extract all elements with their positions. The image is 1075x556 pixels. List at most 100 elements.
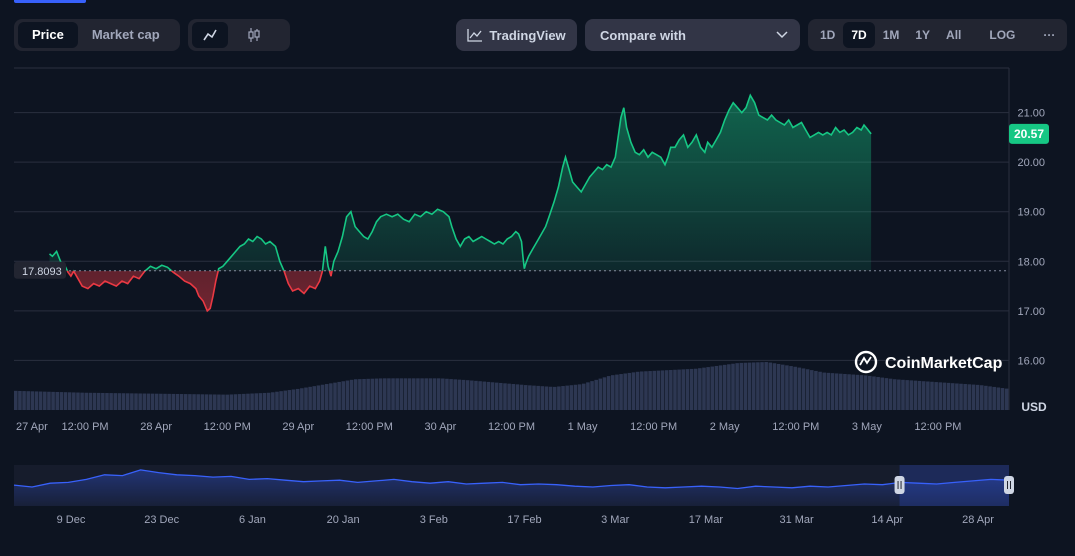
volume-bar bbox=[640, 371, 644, 410]
range-7d[interactable]: 7D bbox=[843, 22, 875, 48]
compare-with-select[interactable]: Compare with bbox=[585, 19, 800, 51]
volume-bar bbox=[959, 383, 963, 410]
time-range-switch: 1D 7D 1M 1Y All LOG ··· bbox=[808, 19, 1067, 51]
volume-bar bbox=[59, 392, 64, 410]
volume-bar bbox=[569, 385, 574, 410]
price-tab[interactable]: Price bbox=[18, 22, 78, 48]
volume-bar bbox=[320, 384, 325, 410]
volume-bar bbox=[834, 373, 839, 410]
overview-x-label: 28 Apr bbox=[962, 514, 994, 526]
volume-bar bbox=[424, 378, 428, 410]
volume-bar bbox=[963, 384, 967, 410]
range-all[interactable]: All bbox=[946, 28, 962, 42]
volume-bar bbox=[706, 367, 710, 410]
volume-bar bbox=[275, 391, 279, 410]
overview-x-label: 14 Apr bbox=[871, 514, 903, 526]
volume-bar bbox=[171, 393, 176, 410]
x-tick-label: 3 May bbox=[852, 421, 882, 433]
x-tick-label: 30 Apr bbox=[425, 421, 457, 433]
volume-bar bbox=[353, 379, 358, 410]
volume-bar bbox=[528, 385, 532, 410]
volume-bar bbox=[590, 381, 594, 410]
volume-bar bbox=[287, 390, 292, 410]
overview-navigator[interactable]: 9 Dec 23 Dec 6 Jan 20 Jan 3 Feb 17 Feb 3 Mar 17… bbox=[13, 465, 1014, 526]
volume-bar bbox=[258, 393, 263, 410]
y-axis: 16.00 17.00 18.00 19.00 20.00 21.00 bbox=[1017, 108, 1045, 368]
volume-bar bbox=[872, 376, 876, 410]
price-line-up bbox=[48, 93, 872, 271]
volume-bar bbox=[308, 386, 312, 410]
volume-bar bbox=[63, 392, 68, 410]
volume-bar bbox=[548, 386, 553, 410]
volume-bar bbox=[221, 394, 225, 410]
log-scale-toggle[interactable]: LOG bbox=[989, 28, 1016, 42]
line-chart-button[interactable] bbox=[192, 22, 228, 48]
volume-bar bbox=[971, 384, 976, 410]
volume-bar bbox=[125, 393, 130, 410]
volume-bar bbox=[901, 379, 905, 410]
volume-bar bbox=[349, 379, 354, 410]
x-axis: 27 Apr 12:00 PM 28 Apr 12:00 PM 29 Apr 12:00 … bbox=[16, 421, 961, 433]
volume-bar bbox=[192, 394, 196, 410]
volume-bar bbox=[96, 392, 101, 410]
volume-bar bbox=[217, 394, 221, 410]
volume-bar bbox=[540, 386, 545, 410]
volume-bar bbox=[544, 386, 549, 410]
volume-bar bbox=[150, 393, 155, 410]
volume-bar bbox=[345, 380, 350, 410]
overview-line bbox=[13, 469, 1010, 490]
volume-bar bbox=[780, 364, 785, 410]
price-area-down bbox=[67, 270, 333, 311]
volume-bar bbox=[905, 380, 909, 410]
x-tick-label: 29 Apr bbox=[282, 421, 314, 433]
volume-bar bbox=[623, 373, 627, 410]
volume-bar bbox=[855, 374, 860, 410]
tradingview-button[interactable]: TradingView bbox=[456, 19, 577, 51]
volume-bar bbox=[474, 380, 478, 410]
volume-bar bbox=[246, 393, 250, 410]
volume-bar bbox=[984, 385, 988, 410]
volume-bar bbox=[130, 393, 134, 410]
volume-bar bbox=[316, 385, 321, 410]
x-tick-label: 1 May bbox=[568, 421, 598, 433]
volume-bar bbox=[822, 372, 826, 410]
overview-brush[interactable] bbox=[894, 465, 1014, 506]
volume-bar bbox=[718, 365, 723, 410]
range-1y[interactable]: 1Y bbox=[915, 28, 931, 42]
volume-bar bbox=[818, 371, 822, 410]
candlestick-button[interactable] bbox=[236, 22, 272, 48]
volume-bar bbox=[669, 369, 673, 410]
market-cap-tab[interactable]: Market cap bbox=[91, 27, 160, 42]
volume-bar bbox=[681, 369, 686, 410]
watermark-text: CoinMarketCap bbox=[885, 355, 1003, 372]
volume-bar bbox=[619, 374, 623, 410]
y-axis-unit: USD bbox=[1021, 400, 1047, 414]
x-tick-label: 27 Apr bbox=[16, 421, 48, 433]
volume-bar bbox=[648, 371, 652, 410]
volume-bar bbox=[814, 370, 818, 410]
range-1d[interactable]: 1D bbox=[820, 28, 836, 42]
volume-bar bbox=[967, 384, 972, 410]
volume-bar bbox=[441, 378, 445, 410]
y-tick-label: 17.00 bbox=[1017, 306, 1045, 318]
volume-bar bbox=[312, 386, 317, 410]
overview-x-label: 17 Feb bbox=[507, 514, 541, 526]
range-1m[interactable]: 1M bbox=[882, 28, 900, 42]
volume-bar bbox=[395, 378, 399, 410]
volume-bar bbox=[785, 365, 789, 410]
volume-bar bbox=[420, 378, 424, 410]
volume-bar bbox=[876, 377, 880, 410]
volume-bar bbox=[764, 362, 768, 410]
volume-bar bbox=[760, 362, 764, 410]
brush-handle-right[interactable] bbox=[1004, 476, 1014, 494]
volume-bar bbox=[225, 394, 229, 410]
volume-bar bbox=[482, 381, 487, 410]
volume-bar bbox=[868, 375, 872, 410]
brush-handle-left[interactable] bbox=[894, 476, 905, 494]
overview-x-label: 3 Feb bbox=[420, 514, 448, 526]
more-options-button[interactable]: ··· bbox=[1043, 28, 1056, 42]
volume-bar bbox=[271, 392, 275, 410]
volume-bar bbox=[300, 388, 304, 410]
overview-x-label: 20 Jan bbox=[327, 514, 360, 526]
